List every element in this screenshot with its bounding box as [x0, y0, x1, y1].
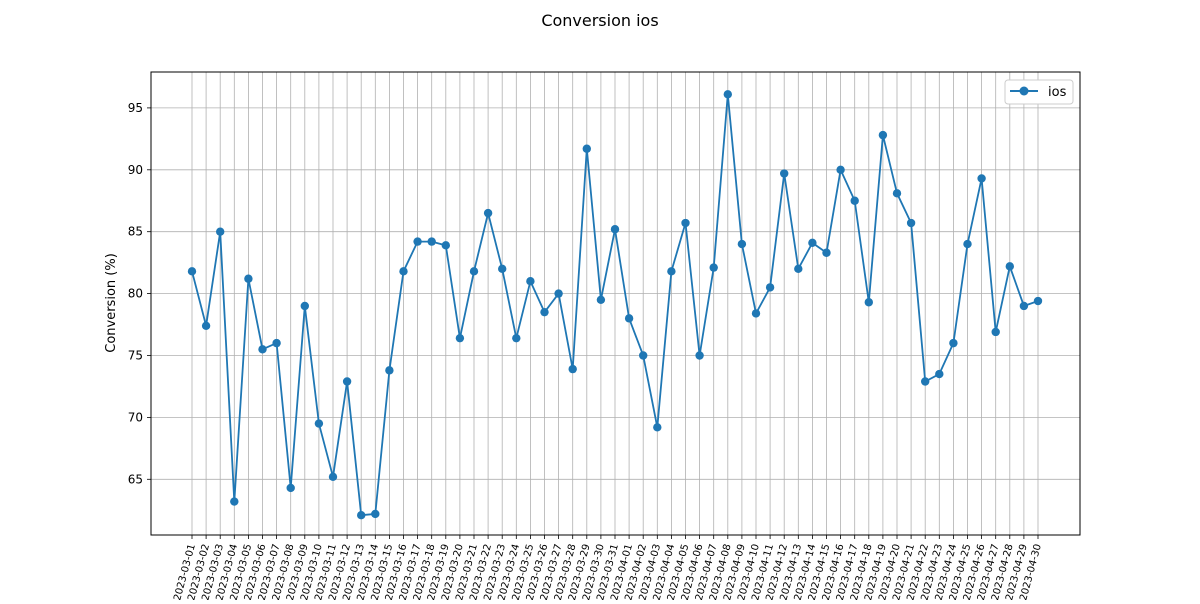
data-point [469, 267, 479, 276]
data-point [610, 225, 620, 234]
grid-lines [151, 72, 1080, 535]
data-point [244, 274, 253, 283]
y-axis-label: Conversion (%) [104, 253, 119, 353]
y-axis-ticks: 65 70 75 80 85 90 95 [128, 101, 151, 486]
data-point [836, 165, 845, 174]
data-point [935, 369, 944, 379]
y-tick-label: 90 [128, 163, 143, 177]
data-point [441, 241, 450, 250]
y-tick-label: 65 [128, 472, 143, 486]
data-point [892, 189, 902, 198]
data-point [723, 90, 732, 99]
y-tick-label: 70 [128, 410, 143, 424]
data-point [780, 169, 789, 178]
data-point [554, 289, 563, 298]
data-point [1019, 301, 1029, 311]
data-point [921, 377, 930, 386]
data-point [667, 267, 676, 276]
data-point [737, 239, 747, 249]
data-point [413, 237, 422, 246]
y-tick-label: 85 [128, 225, 143, 239]
data-point [624, 314, 634, 323]
chart-title: Conversion ios [541, 11, 658, 30]
data-point [765, 283, 775, 292]
legend-frame [1004, 79, 1074, 105]
data-point [385, 366, 394, 375]
data-point [427, 237, 436, 246]
x-axis-ticks: 2023-03-012023-03-022023-03-032023-03-04… [172, 535, 1044, 602]
data-point [596, 295, 606, 304]
data-point [357, 510, 366, 520]
data-point [371, 509, 380, 519]
data-point [949, 338, 958, 348]
data-point [512, 333, 521, 343]
data-point [328, 472, 338, 482]
legend: ios [1004, 79, 1074, 105]
data-point [906, 218, 916, 228]
legend-label-ios: ios [1048, 85, 1067, 100]
series-ios [187, 90, 1043, 520]
data-point [483, 208, 493, 218]
data-point [286, 483, 295, 493]
data-point [314, 419, 324, 428]
data-point [230, 497, 239, 506]
data-point [1005, 262, 1014, 271]
data-point [1033, 296, 1043, 306]
data-point [963, 239, 972, 249]
data-point [808, 238, 817, 248]
data-point [187, 267, 197, 276]
data-point [751, 309, 761, 318]
data-point [272, 338, 281, 348]
data-point [709, 263, 718, 272]
data-point [695, 351, 704, 360]
data-point [201, 321, 211, 330]
y-tick-label: 75 [128, 348, 143, 362]
data-point [498, 264, 507, 274]
legend-marker [1019, 86, 1029, 96]
data-point [878, 130, 888, 140]
data-point [399, 267, 408, 276]
axes [150, 71, 1081, 536]
data-point [300, 301, 309, 311]
y-tick-label: 95 [128, 101, 143, 115]
data-point [342, 377, 352, 386]
data-point [258, 345, 267, 354]
data-point [850, 196, 859, 205]
data-point [540, 307, 549, 317]
data-point [794, 264, 803, 274]
data-point [582, 144, 591, 153]
axes-frame [150, 71, 1081, 536]
data-point [639, 351, 648, 360]
data-point [681, 218, 690, 228]
data-point [653, 423, 662, 432]
data-point [526, 277, 535, 286]
data-point [822, 248, 831, 257]
data-point [864, 298, 873, 307]
y-tick-label: 80 [128, 287, 143, 301]
data-point [568, 364, 577, 374]
data-point [991, 327, 1000, 337]
data-point [216, 227, 225, 236]
data-point [977, 174, 986, 183]
data-point [455, 333, 465, 343]
